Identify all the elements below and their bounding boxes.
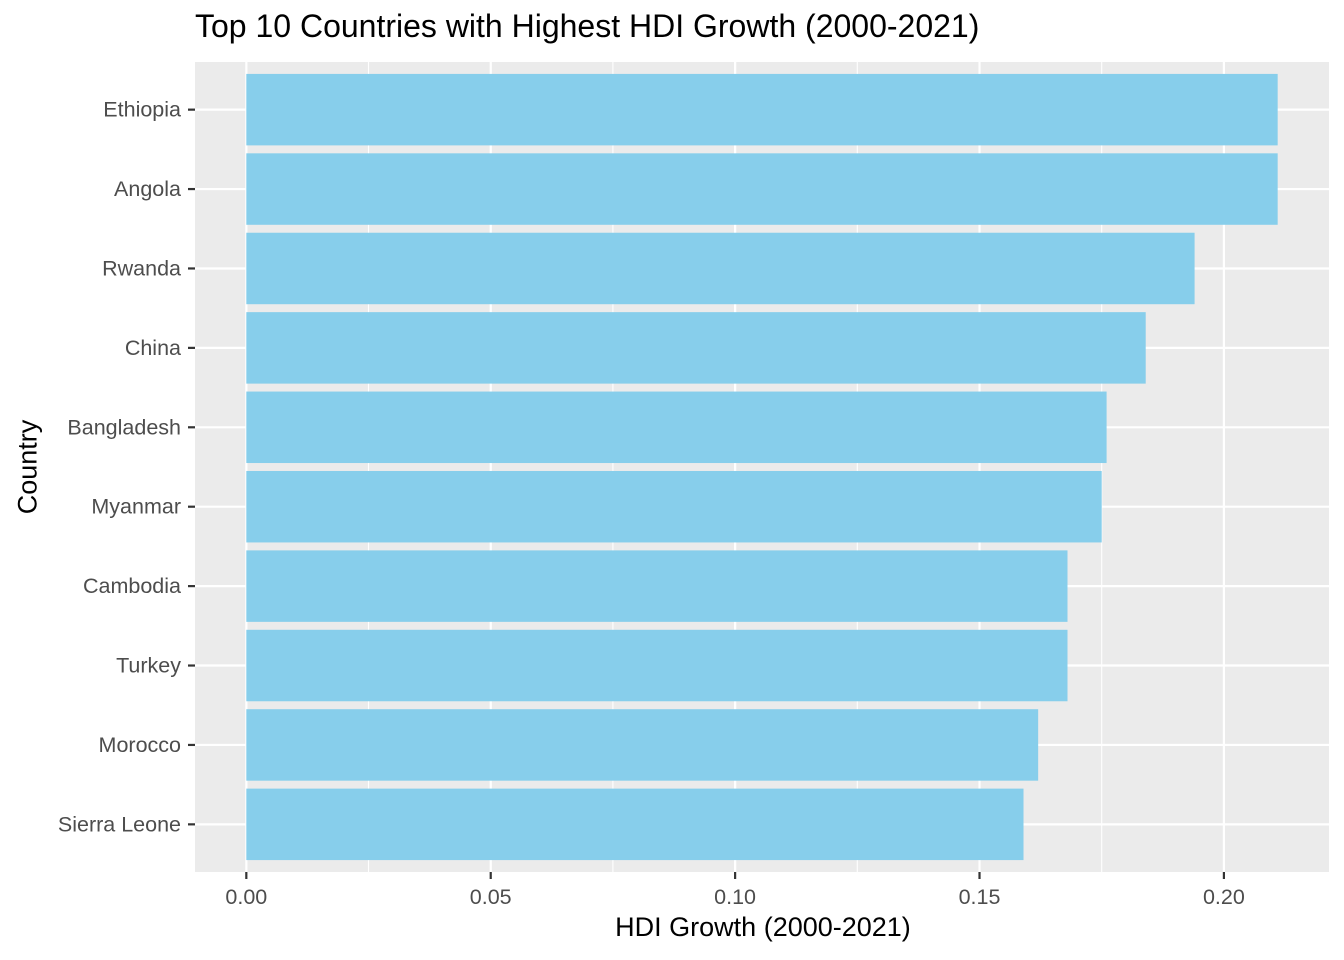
bars — [246, 73, 1278, 861]
y-tick-label: Bangladesh — [67, 415, 181, 439]
y-tick-label: Morocco — [99, 733, 181, 757]
y-tick-label: China — [125, 336, 181, 360]
y-tick-label: Myanmar — [91, 495, 181, 519]
y-axis-title: Country — [12, 419, 43, 515]
bar-ethiopia — [246, 73, 1278, 146]
y-tick-label: Sierra Leone — [58, 812, 181, 836]
y-tick-label: Ethiopia — [103, 98, 181, 122]
y-tick-label: Angola — [114, 177, 181, 201]
x-tick-label: 0.20 — [1203, 885, 1245, 909]
bar-china — [246, 312, 1146, 384]
bar-angola — [246, 153, 1278, 225]
chart-title: Top 10 Countries with Highest HDI Growth… — [195, 8, 980, 44]
y-tick-label: Turkey — [116, 654, 181, 678]
y-tick-label: Rwanda — [102, 256, 181, 280]
x-axis: 0.00 0.05 0.10 0.15 0.20 — [225, 872, 1245, 909]
x-tick-label: 0.00 — [225, 885, 267, 909]
y-tick-label: Cambodia — [83, 574, 181, 598]
bar-rwanda — [246, 232, 1195, 305]
bar-morocco — [246, 709, 1039, 781]
y-axis: Ethiopia Angola Rwanda China Bangladesh Myanm… — [58, 98, 195, 836]
x-tick-label: 0.05 — [470, 885, 512, 909]
x-tick-label: 0.10 — [714, 885, 756, 909]
bar-turkey — [246, 629, 1068, 702]
bar-sierra-leone — [246, 788, 1024, 861]
bar-cambodia — [246, 550, 1068, 622]
x-axis-title: HDI Growth (2000-2021) — [615, 912, 911, 942]
bar-bangladesh — [246, 391, 1107, 464]
x-tick-label: 0.15 — [959, 885, 1001, 909]
bar-myanmar — [246, 470, 1102, 543]
